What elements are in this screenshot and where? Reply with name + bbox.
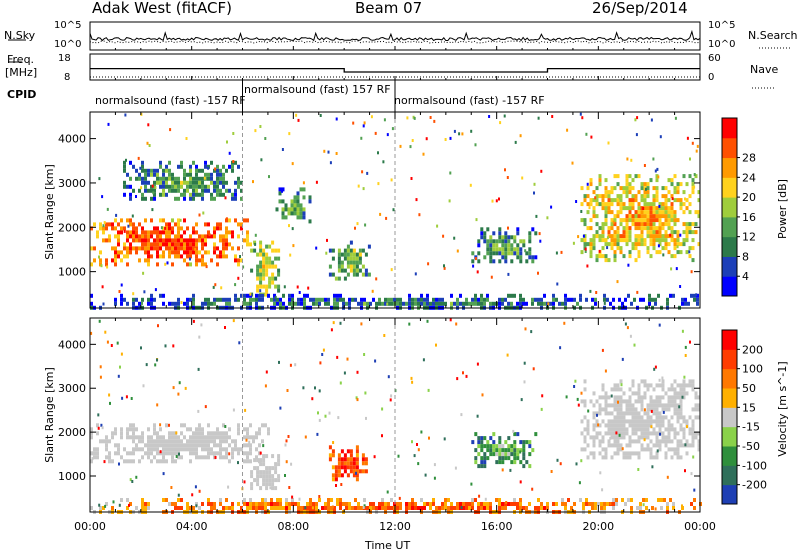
cpid-label: CPID: [7, 88, 37, 101]
velocity-colorbar-swatch: [722, 368, 737, 389]
heatmap-velocity-cells: [90, 318, 702, 514]
power-colorbar-swatch: [722, 177, 737, 198]
velocity-colorbar-tick-label: 200: [742, 343, 763, 356]
ytick-label: 2000: [58, 221, 86, 234]
nsky-tick-top: 10^5: [54, 20, 82, 31]
freq-tick-bottom: 8: [64, 72, 71, 83]
xtick-label: 16:00: [481, 520, 513, 533]
velocity-colorbar-tick-label: 50: [742, 382, 756, 395]
cpid-segment-2: normalsound (fast) 157 RF: [244, 83, 391, 96]
power-colorbar-swatch: [722, 256, 737, 277]
cpid-segment-3: normalsound (fast) -157 RF: [394, 94, 545, 107]
velocity-colorbar-swatch: [722, 426, 737, 447]
power-colorbar-tick-label: 8: [742, 250, 749, 263]
velocity-colorbar-swatch: [722, 465, 737, 486]
cpid-segment-1: normalsound (fast) -157 RF: [95, 94, 246, 107]
time-xlabel: Time UT: [365, 539, 411, 552]
nsky-series: [89, 29, 701, 42]
nsky-panel-frame: [89, 21, 701, 51]
ytick-label: 1000: [58, 470, 86, 483]
ytick-label: 2000: [58, 426, 86, 439]
nave-tick-bottom: 0: [708, 72, 715, 83]
xtick-label: 12:00: [379, 520, 411, 533]
ytick-label: 4000: [58, 338, 86, 351]
freq-tick-top: 18: [58, 53, 71, 64]
freq-unit-label: [MHz]: [5, 66, 38, 79]
ytick-label: 3000: [58, 177, 86, 190]
power-colorbar-tick-label: 28: [742, 152, 756, 165]
ytick-label: 3000: [58, 382, 86, 395]
velocity-colorbar-tick-label: -100: [742, 459, 767, 472]
xtick-label: 04:00: [176, 520, 208, 533]
power-colorbar-swatch: [722, 236, 737, 257]
power-colorbar-tick-label: 24: [742, 171, 756, 184]
ytick-label: 1000: [58, 266, 86, 279]
velocity-colorbar-tick-label: 15: [742, 401, 756, 414]
power-colorbar-swatch: [722, 197, 737, 218]
power-colorbar-tick-label: 16: [742, 211, 756, 224]
power-colorbar-tick-label: 4: [742, 270, 749, 283]
nsearch-tick-top: 10^5: [708, 20, 736, 31]
beam-title: Beam 07: [355, 0, 423, 17]
velocity-colorbar-swatch: [722, 330, 737, 350]
power-colorbar-swatch: [722, 157, 737, 178]
power-colorbar-swatch: [722, 276, 737, 297]
velocity-colorbar-frame: [721, 329, 738, 505]
nave-tick-top: 60: [708, 53, 721, 64]
nsearch-series: [89, 40, 701, 44]
xtick-label: 08:00: [277, 520, 309, 533]
xtick-label: 00:00: [684, 520, 716, 533]
velocity-colorbar-swatch: [722, 388, 737, 408]
nsearch-tick-bottom: 10^0: [708, 39, 736, 50]
ytick-label: 4000: [58, 133, 86, 146]
power-colorbar-tick-label: 12: [742, 231, 756, 244]
nsearch-label: N.Search: [748, 29, 798, 42]
nsky-label: N.Sky: [4, 29, 36, 42]
velocity-colorbar-swatch: [722, 407, 737, 428]
velocity-colorbar-swatch: [722, 446, 737, 466]
power-colorbar-frame: [721, 117, 738, 297]
xtick-label: 00:00: [74, 520, 106, 533]
power-colorbar-swatch: [722, 118, 737, 139]
velocity-colorbar-swatch: [722, 484, 737, 505]
velocity-colorbar-swatch: [722, 349, 737, 370]
velocity-colorbar-tick-label: 100: [742, 363, 763, 376]
nsky-tick-bottom: 10^0: [54, 39, 82, 50]
power-colorbar-swatch: [722, 137, 737, 159]
station-title: Adak West (fitACF): [92, 0, 232, 17]
power-colorbar-swatch: [722, 216, 737, 238]
date-title: 26/Sep/2014: [592, 0, 688, 17]
velocity-colorbar-tick-label: -200: [742, 479, 767, 492]
xtick-label: 20:00: [582, 520, 614, 533]
velocity-colorbar-tick-label: -15: [742, 421, 760, 434]
freq-series: [90, 67, 700, 73]
nave-label: Nave: [750, 63, 779, 76]
velocity-colorbar-tick-label: -50: [742, 440, 760, 453]
power-colorbar-tick-label: 20: [742, 191, 756, 204]
